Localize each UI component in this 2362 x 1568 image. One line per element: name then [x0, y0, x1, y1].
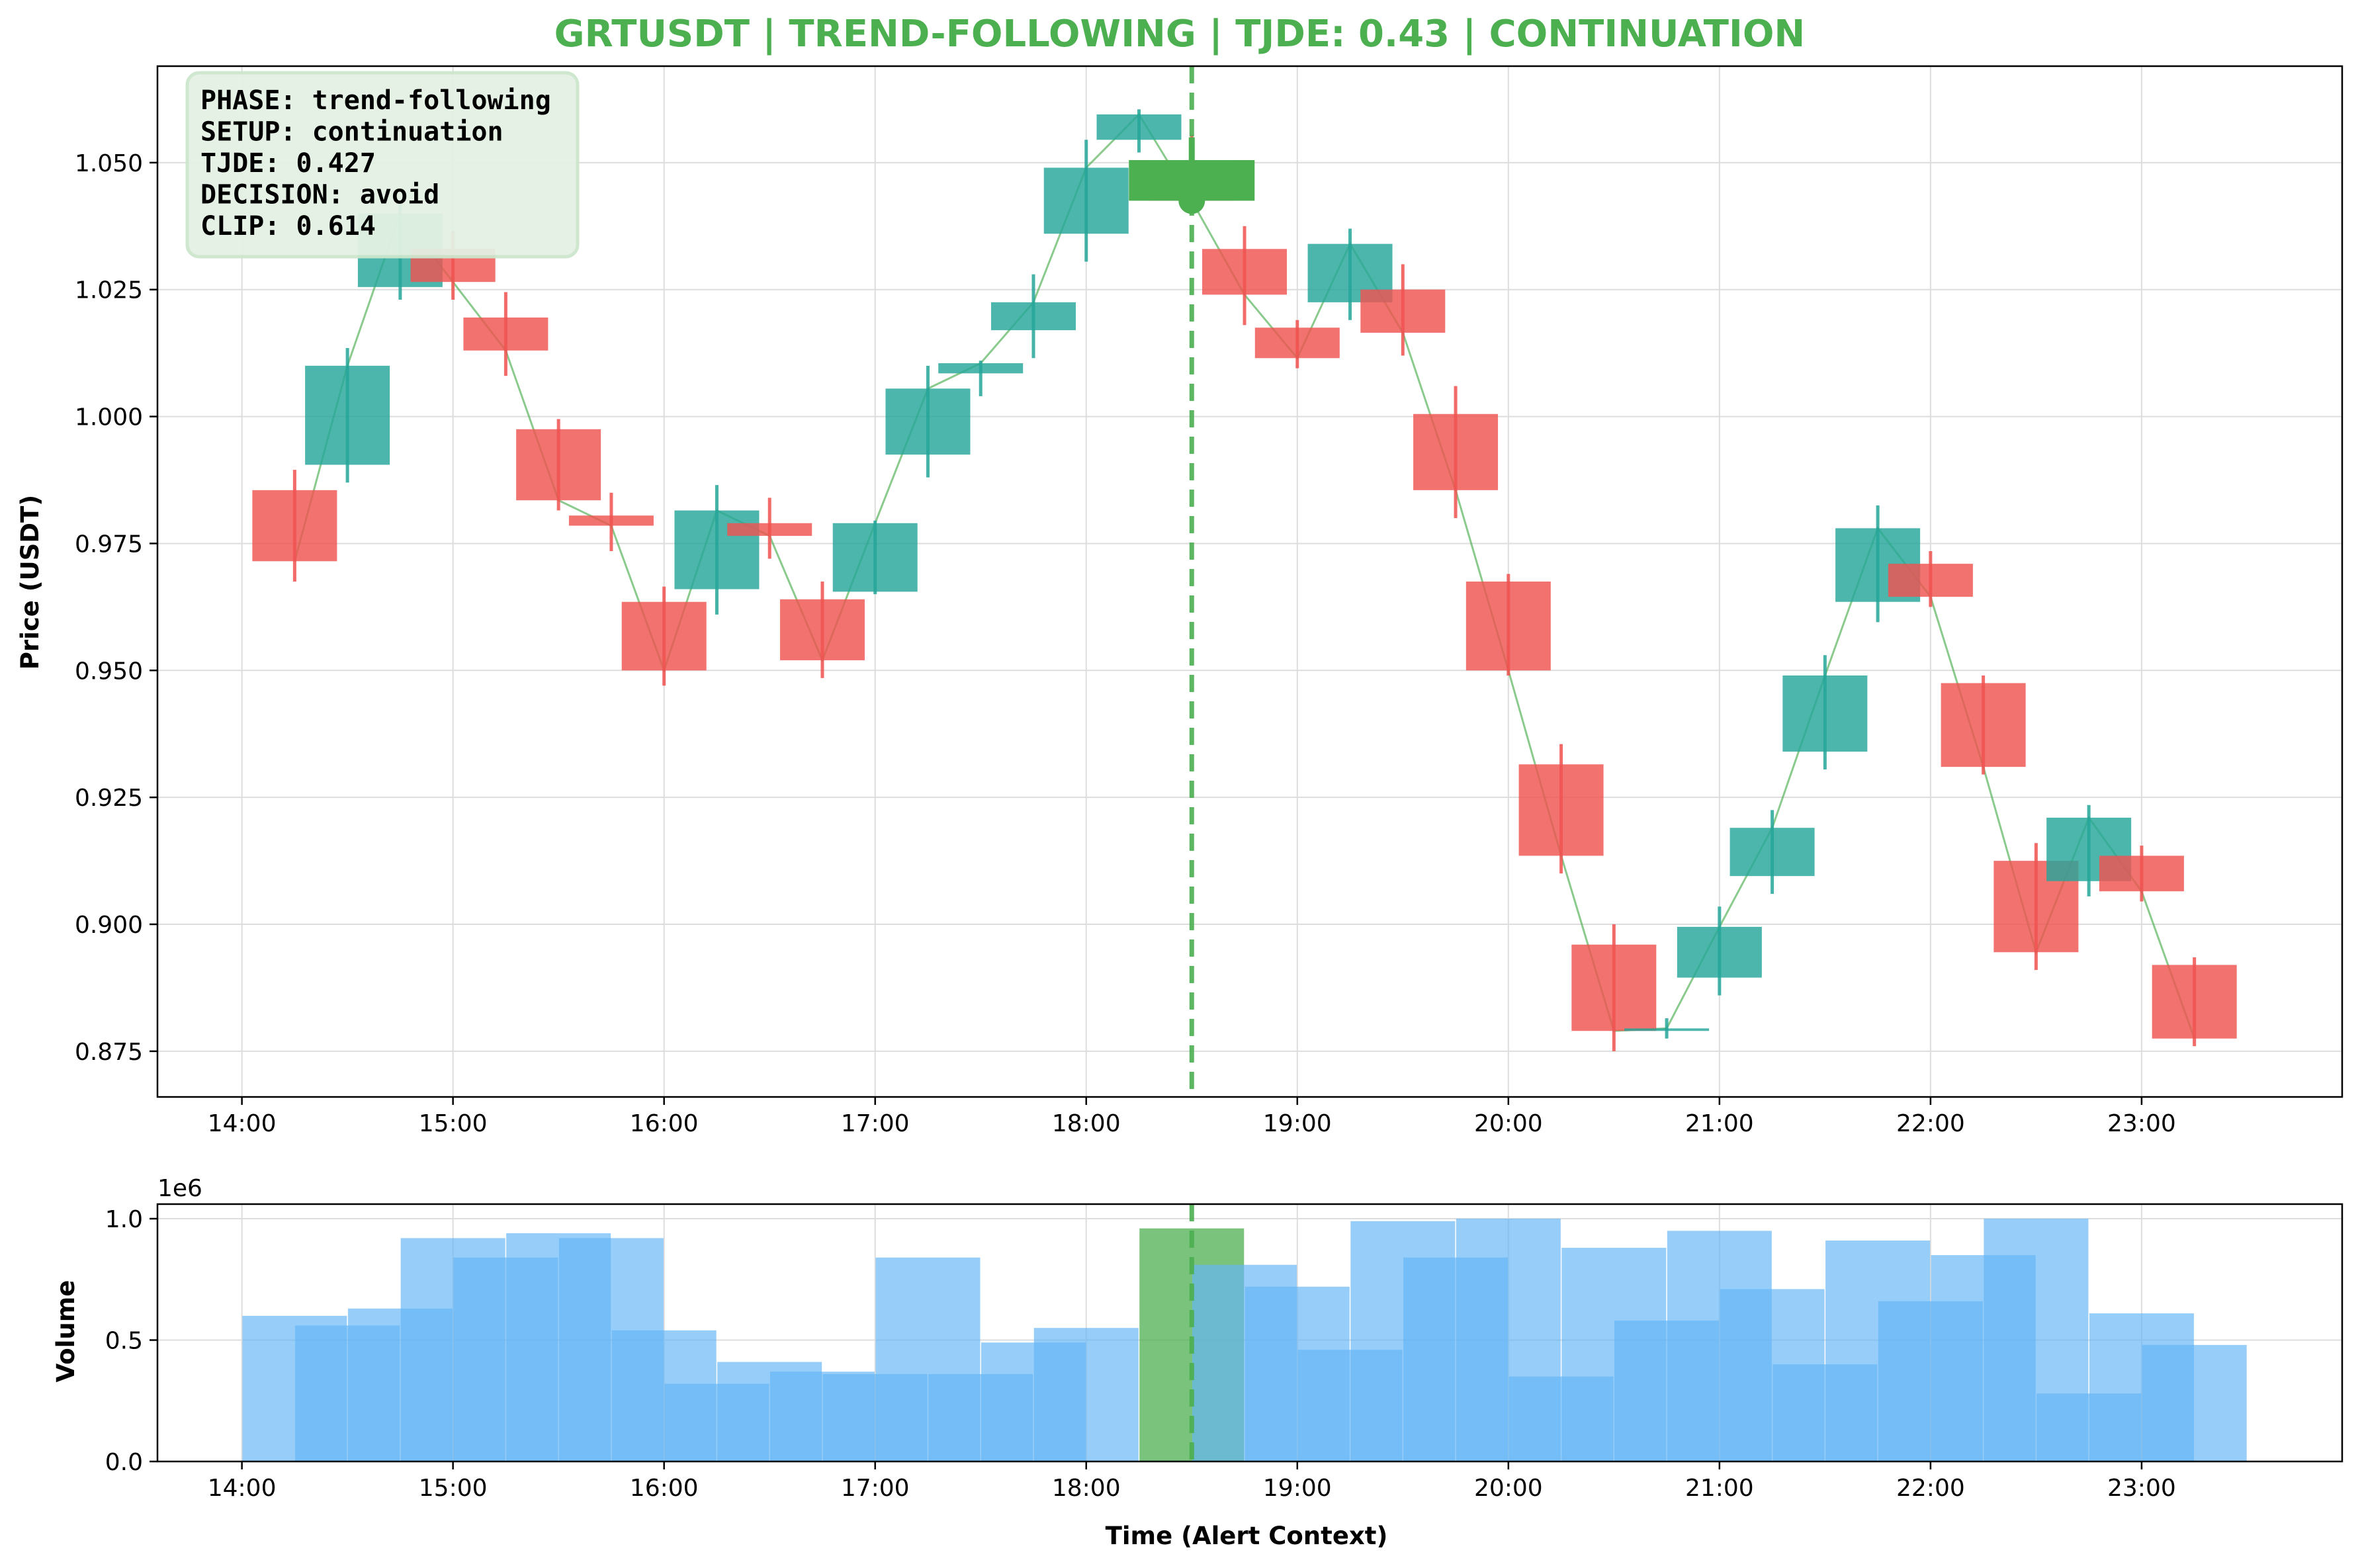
- info-box-background: [185, 71, 580, 259]
- volume-x-tick-label: 23:00: [2107, 1475, 2176, 1502]
- volume-axes-frame: [156, 1203, 2343, 1463]
- candle-body: [674, 510, 760, 589]
- candle-body: [1465, 582, 1551, 671]
- price-y-tick-label: 0.975: [75, 531, 143, 558]
- volume-x-tick-label: 16:00: [630, 1475, 699, 1502]
- price-y-tick-label: 0.950: [75, 658, 143, 685]
- volume-x-tick-label: 22:00: [1896, 1475, 1965, 1502]
- info-box-line: CLIP: 0.614: [200, 211, 376, 241]
- candle-body: [1096, 114, 1182, 140]
- volume-y-tick-label: 0.0: [105, 1449, 143, 1476]
- volume-bar: [2142, 1344, 2247, 1461]
- candle-body: [832, 523, 918, 592]
- candle-body: [2152, 965, 2237, 1039]
- price-x-tick-label: 14:00: [208, 1110, 277, 1137]
- price-y-tick-label: 1.050: [75, 150, 143, 177]
- candle-body: [1782, 675, 1868, 752]
- candle-body: [779, 599, 865, 660]
- candle-body: [463, 317, 548, 351]
- candle-body: [1518, 764, 1604, 856]
- volume-x-tick-label: 18:00: [1052, 1475, 1121, 1502]
- volume-x-tick-label: 21:00: [1685, 1475, 1754, 1502]
- volume-y-axis-label: Volume: [52, 1280, 80, 1383]
- candle-body: [1202, 249, 1288, 295]
- price-x-tick-label: 16:00: [630, 1110, 699, 1137]
- candle-body: [252, 490, 337, 562]
- price-x-tick-label: 17:00: [841, 1110, 910, 1137]
- price-y-tick-label: 0.900: [75, 912, 143, 939]
- candle-body: [1571, 944, 1657, 1031]
- info-box-line: PHASE: trend-following: [200, 85, 551, 116]
- volume-x-tick-label: 15:00: [419, 1475, 488, 1502]
- volume-x-tick-label: 20:00: [1474, 1475, 1543, 1502]
- price-x-tick-label: 20:00: [1474, 1110, 1543, 1137]
- candle-body: [1254, 327, 1340, 359]
- volume-y-tick-label: 1.0: [105, 1206, 143, 1233]
- info-box-line: DECISION: avoid: [200, 180, 439, 210]
- info-box-line: TJDE: 0.427: [200, 148, 376, 179]
- volume-x-tick-label: 14:00: [208, 1475, 277, 1502]
- volume-bar: [1033, 1328, 1139, 1461]
- price-axes-frame: [156, 65, 2343, 1098]
- price-y-tick-label: 0.925: [75, 785, 143, 812]
- volume-multiplier-label: 1e6: [157, 1175, 202, 1202]
- candle-body: [621, 601, 707, 671]
- volume-x-axis-label: Time (Alert Context): [1106, 1522, 1388, 1550]
- price-x-tick-label: 22:00: [1896, 1110, 1965, 1137]
- candle-body: [885, 388, 971, 455]
- info-box-line: SETUP: continuation: [200, 117, 503, 148]
- price-y-axis-label: Price (USDT): [16, 495, 44, 670]
- price-y-tick-label: 1.025: [75, 277, 143, 304]
- candle-body: [2099, 855, 2184, 892]
- price-y-tick-label: 1.000: [75, 404, 143, 431]
- candle-body: [305, 365, 390, 465]
- candle-body: [1729, 828, 1815, 877]
- price-x-tick-label: 15:00: [419, 1110, 488, 1137]
- volume-y-tick-label: 0.5: [105, 1328, 143, 1355]
- price-x-tick-label: 21:00: [1685, 1110, 1754, 1137]
- volume-panel: 0.0 0.5 1.0 14:00 15:00 16:00 17:00 18:00 19:00 2…: [105, 1203, 2343, 1502]
- candle-body: [1360, 289, 1446, 333]
- volume-x-tick-label: 17:00: [841, 1475, 910, 1502]
- candle-body: [1624, 1028, 1710, 1031]
- chart-title: GRTUSDT | TREND-FOLLOWING | TJDE: 0.43 |…: [554, 13, 1806, 56]
- volume-x-tick-label: 19:00: [1263, 1475, 1332, 1502]
- candle-body: [568, 515, 654, 526]
- candle-body: [1413, 414, 1499, 490]
- candle-body: [1043, 167, 1129, 234]
- price-x-tick-label: 19:00: [1263, 1110, 1332, 1137]
- candle-body: [1888, 564, 1973, 597]
- candle-body: [990, 302, 1076, 331]
- price-x-tick-label: 23:00: [2107, 1110, 2176, 1137]
- candle-body: [938, 363, 1024, 374]
- price-y-tick-label: 0.875: [75, 1039, 143, 1066]
- candle-body: [1941, 683, 2026, 767]
- candle-body: [727, 523, 812, 536]
- price-x-tick-label: 18:00: [1052, 1110, 1121, 1137]
- candle-body: [1677, 926, 1762, 978]
- candle-body: [516, 429, 601, 501]
